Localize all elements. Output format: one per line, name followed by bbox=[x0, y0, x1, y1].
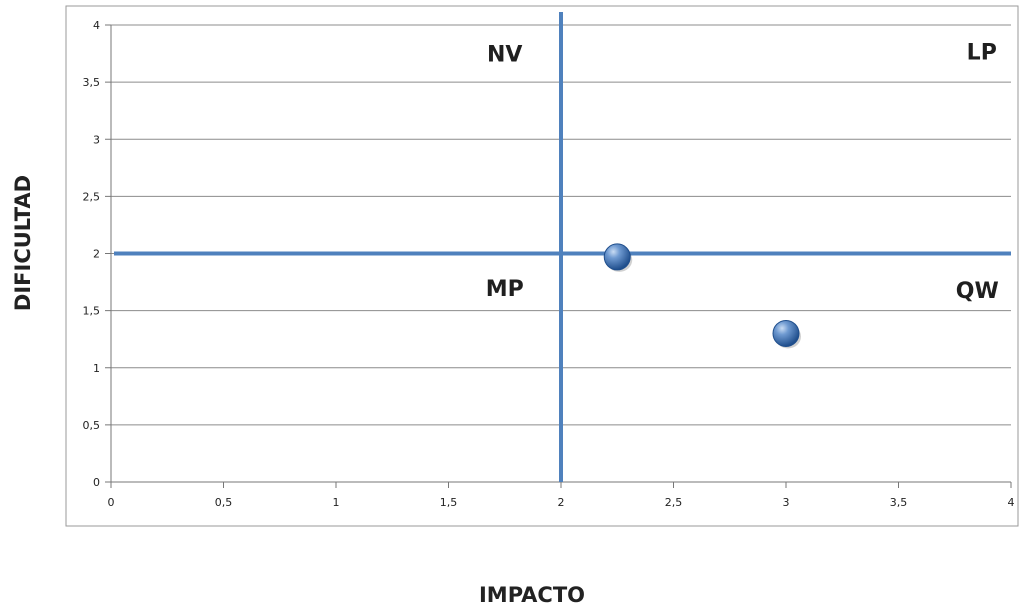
quadrant-label: LP bbox=[967, 40, 997, 65]
y-tick-label: 3,5 bbox=[83, 76, 101, 89]
y-tick-labels: 0 0,5 1 1,5 2 2,5 3 3,5 4 bbox=[83, 19, 101, 489]
x-tick-label: 0,5 bbox=[215, 496, 233, 509]
x-tick-label: 0 bbox=[108, 496, 115, 509]
data-point bbox=[772, 319, 800, 347]
x-tick-label: 1 bbox=[333, 496, 340, 509]
quadrant-labels: NV LP MP QW bbox=[486, 40, 999, 304]
x-tick-label: 3 bbox=[783, 496, 790, 509]
y-axis-title: DIFICULTAD bbox=[11, 175, 35, 311]
quadrant-lines bbox=[114, 12, 1011, 482]
y-tick-label: 1 bbox=[93, 362, 100, 375]
chart-frame bbox=[65, 5, 1019, 527]
y-tick-label: 2 bbox=[93, 248, 100, 261]
x-tick-labels: 0 0,5 1 1,5 2 2,5 3 3,5 4 bbox=[108, 496, 1015, 509]
quadrant-label: NV bbox=[487, 43, 522, 68]
x-tick-label: 2 bbox=[558, 496, 565, 509]
y-tick-label: 4 bbox=[93, 19, 100, 32]
x-tick-label: 4 bbox=[1008, 496, 1015, 509]
y-tick-label: 0 bbox=[93, 476, 100, 489]
x-tick-label: 3,5 bbox=[890, 496, 908, 509]
data-point bbox=[603, 243, 631, 271]
y-tick-label: 1,5 bbox=[83, 305, 101, 318]
y-tick-label: 2,5 bbox=[83, 190, 101, 203]
x-tick-label: 2,5 bbox=[665, 496, 683, 509]
x-axis-title: IMPACTO bbox=[479, 583, 585, 607]
quadrant-label: QW bbox=[956, 279, 999, 304]
y-tick-label: 0,5 bbox=[83, 419, 101, 432]
data-points bbox=[603, 243, 801, 349]
y-tick-label: 3 bbox=[93, 133, 100, 146]
quadrant-label: MP bbox=[486, 277, 524, 302]
x-tick-label: 1,5 bbox=[440, 496, 458, 509]
